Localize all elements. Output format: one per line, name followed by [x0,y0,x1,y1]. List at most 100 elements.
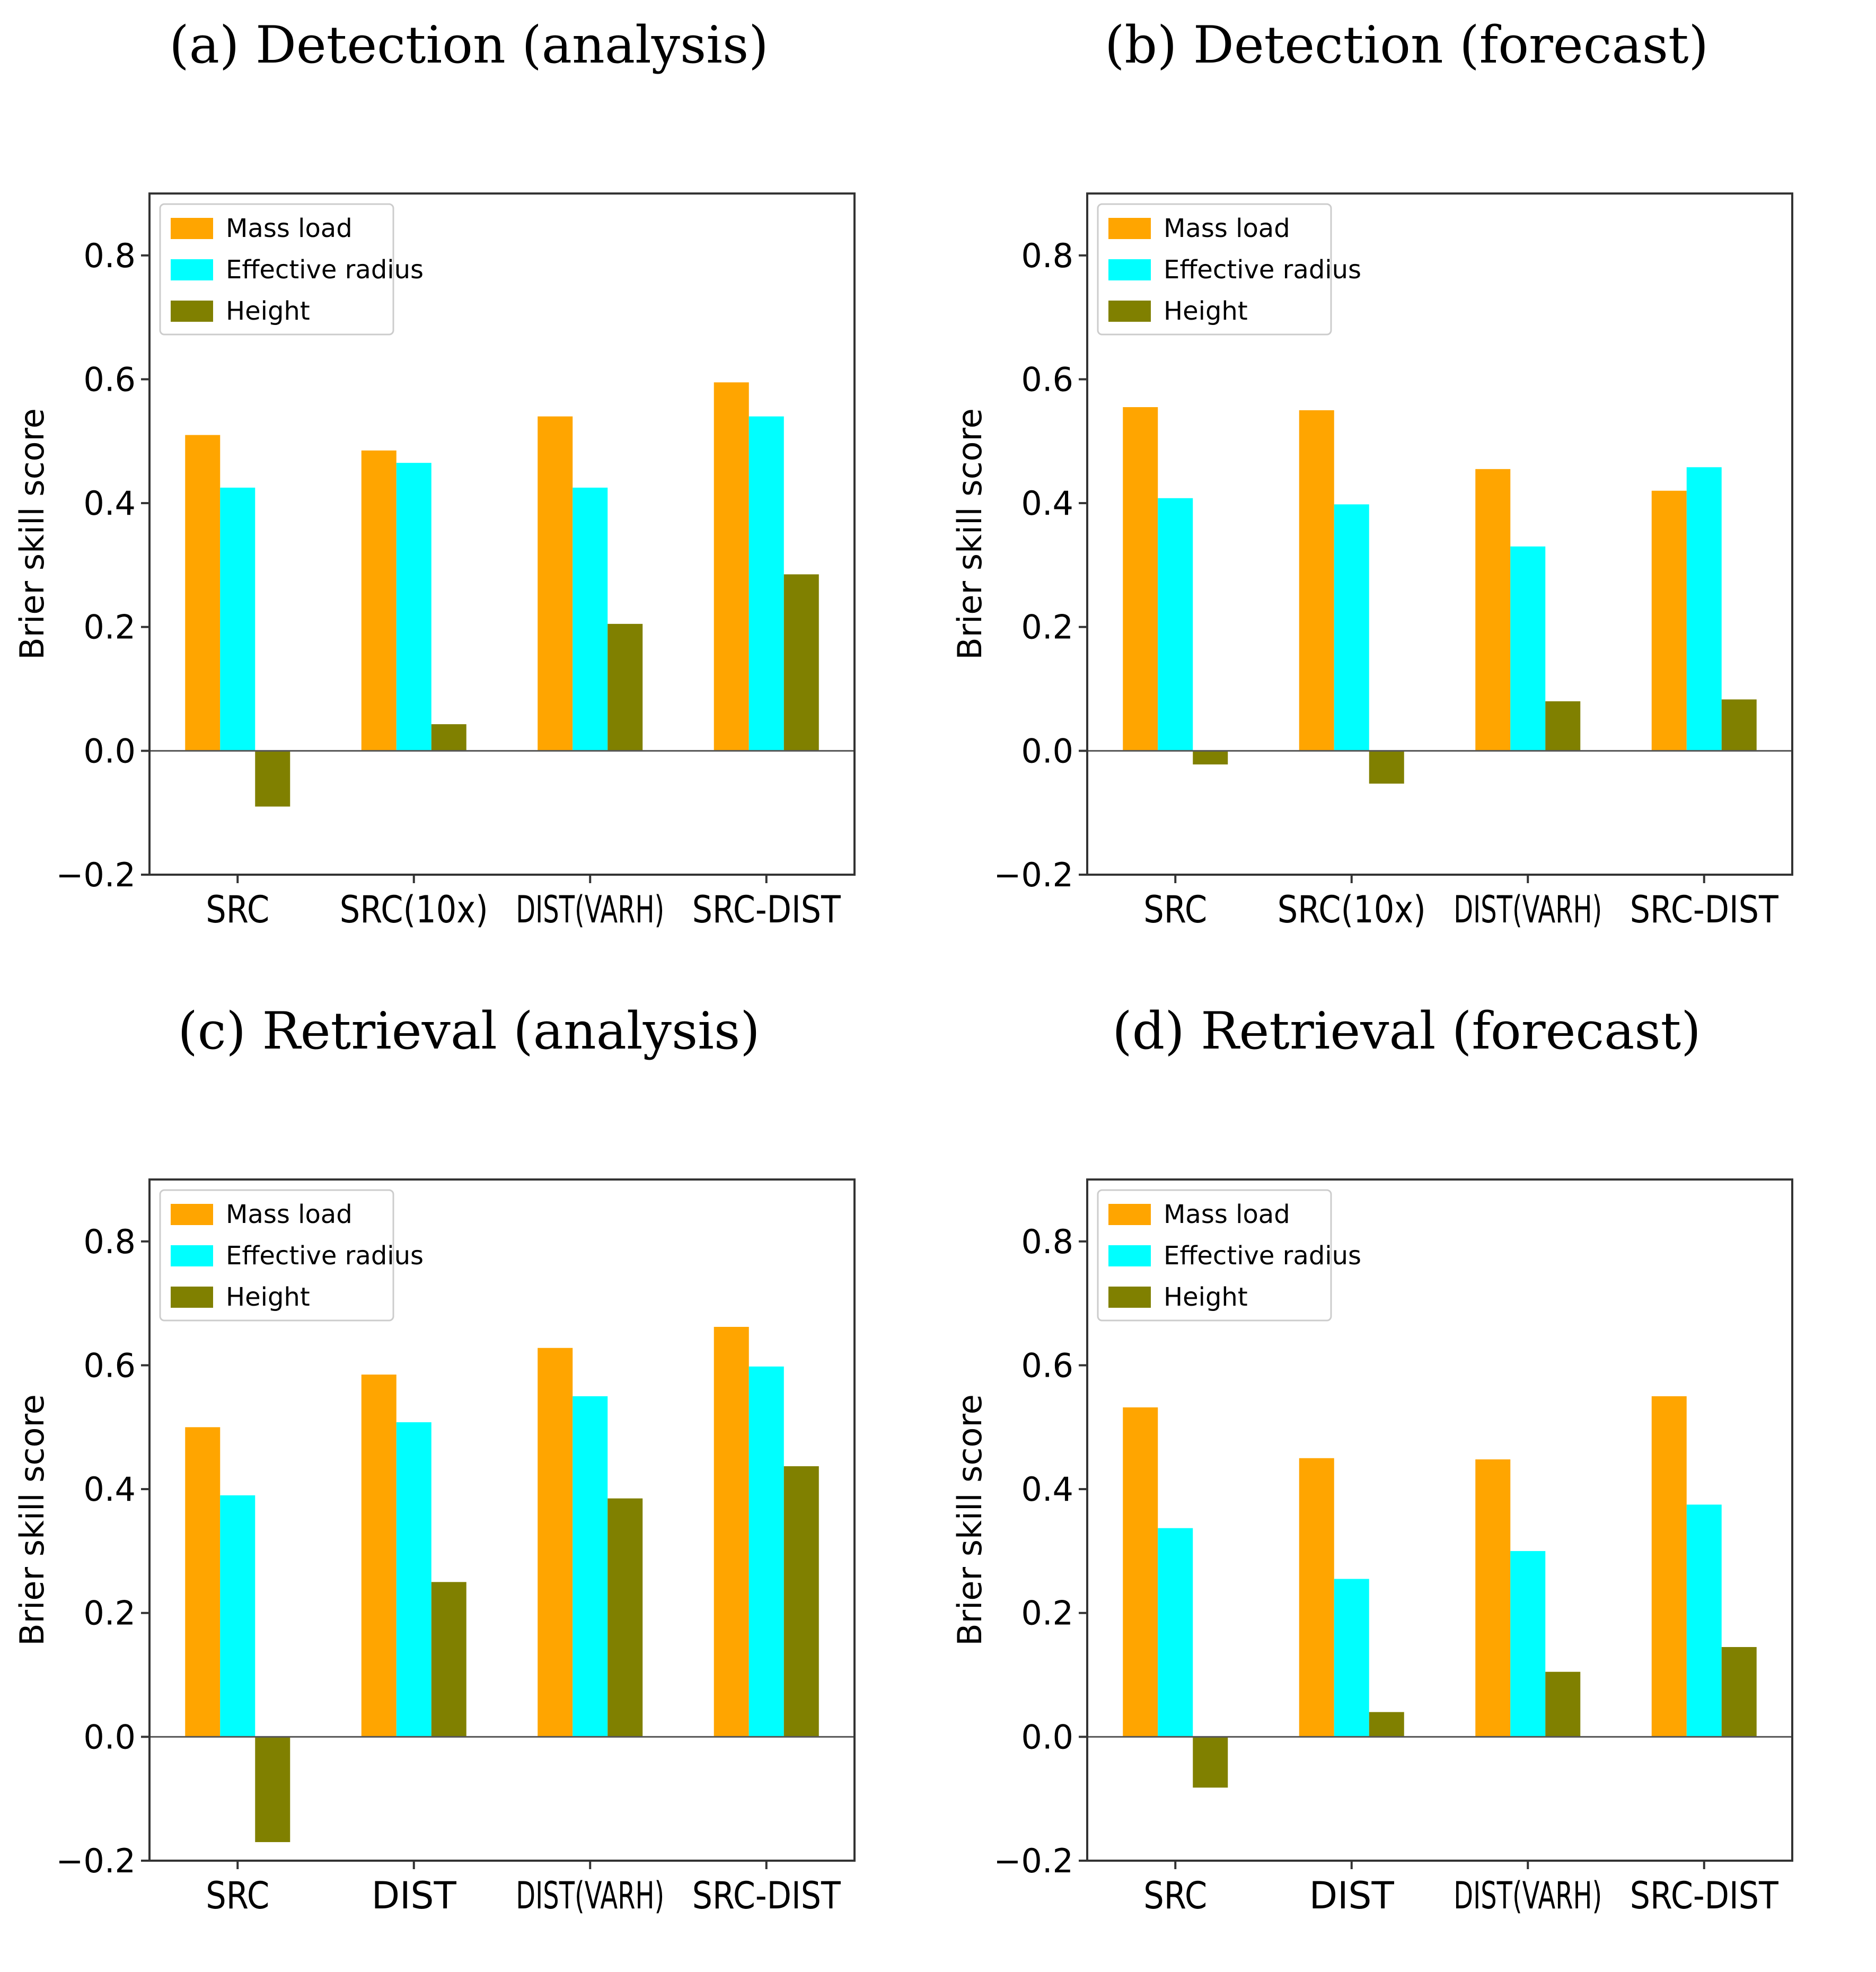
legend-swatch [1108,259,1151,280]
bar [185,435,221,751]
x-tick-label: SRC-DIST [692,888,841,931]
legend-label: Mass load [1164,1200,1290,1229]
bar [361,450,397,751]
legend-swatch [1108,1245,1151,1266]
bar [748,416,784,751]
y-tick-label: −0.2 [993,856,1073,894]
legend-swatch [1108,218,1151,239]
y-axis-label: Brier skill score [13,1394,51,1646]
bar [185,1427,221,1737]
bar [1545,1671,1581,1737]
plot-frame [148,1178,856,1862]
x-tick-label: DIST(VARH) [516,888,664,931]
bar [1721,1647,1757,1737]
bar [1686,467,1722,751]
bar [1721,699,1757,751]
plot-frame [1086,1178,1793,1862]
y-tick-label: 0.4 [1021,1470,1073,1509]
bar [1545,701,1581,751]
bar [1651,1396,1687,1737]
bar [1510,1551,1546,1737]
legend-swatch [1108,1287,1151,1308]
bar [1475,469,1511,751]
legend-label: Mass load [1164,214,1290,243]
bar [1158,498,1193,751]
x-tick-label: SRC-DIST [692,1874,841,1917]
legend-label: Effective radius [226,255,424,285]
legend-swatch [171,259,213,280]
y-axis-label: Brier skill score [950,1394,989,1646]
legend-swatch [1108,1204,1151,1225]
bar [714,1327,749,1737]
y-tick-label: 0.6 [83,360,136,399]
bar [1510,546,1546,751]
y-tick-label: 0.0 [83,1718,136,1756]
bar [714,382,749,751]
x-tick-label: SRC [1143,888,1207,931]
chart-svg: 0.8 0.6 0.4 0.2 0.0 −0.2 SRC SRC(10x) DIST(VARH)… [950,192,1793,931]
bar [1334,1579,1369,1737]
bar [783,1466,819,1737]
bar [783,574,819,751]
bar [1369,751,1404,784]
y-tick-label: 0.6 [1021,360,1073,399]
bar [1369,1712,1404,1737]
y-tick-label: 0.6 [83,1346,136,1385]
x-tick-label: SRC(10x) [1278,888,1426,931]
chart-title: (b) Detection (forecast) [1104,15,1708,75]
y-tick-label: −0.2 [56,856,136,894]
bar [255,1737,290,1842]
x-tick-label: SRC [206,888,269,931]
y-axis-label: Brier skill score [950,408,989,660]
plot-frame [1086,192,1793,876]
chart-title: (d) Retrieval (forecast) [1112,1001,1701,1061]
chart-panel-a: (a) Detection (analysis) 0.8 0.6 0.4 0.2 0.0… [0,0,938,986]
chart-title: (c) Retrieval (analysis) [178,1001,760,1061]
legend-box [1097,203,1332,336]
bar [255,751,290,807]
bar [538,416,573,751]
bar [1123,1407,1158,1737]
bar [1123,407,1158,751]
chart-panel-b: (b) Detection (forecast) 0.8 0.6 0.4 0.2 0.0… [938,0,1875,986]
y-tick-label: 0.0 [1021,732,1073,770]
x-tick-label: SRC [206,1874,269,1917]
bar [573,487,608,751]
bar [748,1366,784,1737]
y-tick-label: −0.2 [993,1842,1073,1880]
x-tick-label: DIST(VARH) [1454,1874,1602,1917]
y-tick-label: 0.2 [83,1594,136,1633]
legend-swatch [171,301,213,322]
legend-label: Effective radius [1164,255,1361,285]
bar [573,1396,608,1737]
bar [396,1422,431,1737]
y-tick-label: 0.8 [1021,1222,1073,1261]
bar [1475,1459,1511,1737]
legend-label: Height [226,1282,310,1312]
chart-panel-c: (c) Retrieval (analysis) 0.8 0.6 0.4 0.2 0.0… [0,986,938,1972]
bar [1299,1458,1334,1737]
chart-panel-d: (d) Retrieval (forecast) 0.8 0.6 0.4 0.2 0.0… [938,986,1875,1972]
y-tick-label: 0.6 [1021,1346,1073,1385]
y-tick-label: 0.8 [1021,236,1073,275]
legend-label: Mass load [226,1200,353,1229]
legend-swatch [171,1245,213,1266]
bar [361,1374,397,1737]
bar [607,1498,643,1737]
x-tick-label: SRC(10x) [340,888,488,931]
bar [1651,490,1687,751]
x-tick-label: DIST [372,1874,456,1917]
legend-swatch [171,1287,213,1308]
bar [431,1582,466,1737]
y-tick-label: 0.2 [1021,1594,1073,1633]
legend-box [1097,1189,1332,1322]
y-tick-label: 0.4 [83,484,136,523]
x-tick-label: SRC-DIST [1630,888,1778,931]
legend-label: Mass load [226,214,353,243]
legend-label: Effective radius [1164,1241,1361,1271]
legend-label: Effective radius [226,1241,424,1271]
bar [396,463,431,751]
legend-swatch [171,218,213,239]
bar [1193,1737,1228,1788]
chart-title: (a) Detection (analysis) [169,15,769,75]
